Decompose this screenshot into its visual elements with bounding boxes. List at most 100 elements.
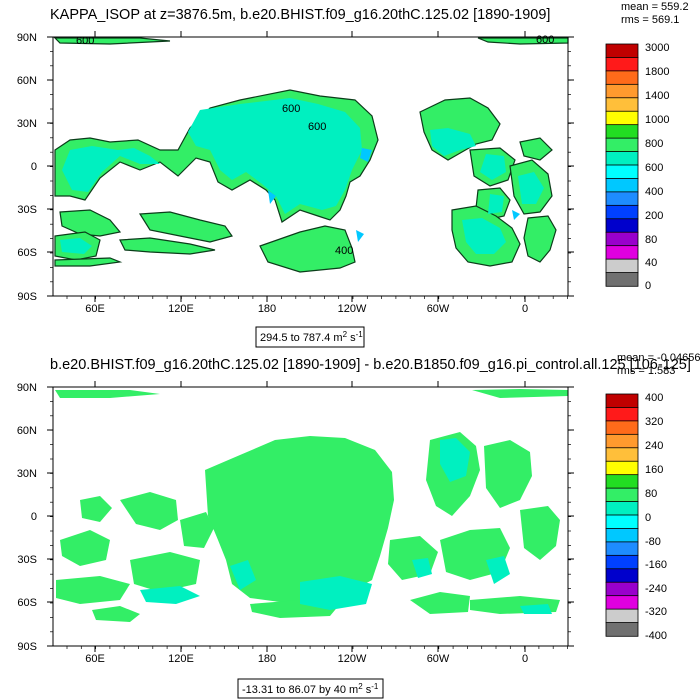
contour-label: 600 (308, 121, 326, 133)
colorbar-swatch (605, 70, 639, 86)
colorbar-swatch (605, 474, 639, 489)
colorbar-swatch (605, 420, 639, 436)
x-tick-label: 60E (85, 653, 105, 665)
y-tick-label: 60N (17, 425, 37, 437)
colorbar-swatch (605, 568, 639, 583)
y-tick-label: 0 (31, 511, 37, 523)
y-tick-label: 60S (17, 247, 37, 259)
colorbar-swatch (605, 272, 639, 287)
panel2-colorbar-labels: 400 320 240 160 80 0 -80 -160 -240 -320 … (645, 392, 667, 642)
panel2-rms: rms = 1.583 (617, 365, 675, 377)
colorbar-swatch (605, 528, 639, 543)
panel2-y-axis-labels: 90N 60N 30N 0 30S 60S 90S (17, 382, 37, 653)
panel2-mean: mean = -0.04656 (617, 352, 700, 364)
panel1-tick-marks (47, 31, 574, 302)
y-tick-label: 30S (17, 204, 37, 216)
panel1-x-axis-labels: 60E 120E 180 120W 60W 0 (85, 303, 528, 315)
colorbar-swatch (605, 191, 639, 207)
colorbar-swatch (605, 110, 639, 126)
panel1-range-box: 294.5 to 787.4 m2 s-1 (255, 326, 365, 348)
colorbar-swatch (605, 258, 639, 274)
panel2-colorbar (605, 393, 639, 637)
x-tick-label: 120E (168, 303, 194, 315)
y-tick-label: 30N (17, 118, 37, 130)
x-tick-label: 0 (522, 653, 528, 665)
colorbar-label: 1400 (645, 90, 669, 102)
colorbar-label: -240 (645, 583, 667, 595)
colorbar-swatch (605, 124, 639, 139)
colorbar-swatch (605, 83, 639, 99)
panel1-range-label: 294.5 to 787.4 m2 s-1 (260, 330, 363, 344)
colorbar-label: 600 (645, 162, 663, 174)
colorbar-swatch (605, 460, 639, 476)
x-tick-label: 180 (258, 303, 276, 315)
contour-label: 600 (282, 103, 300, 115)
colorbar-label: -80 (645, 536, 661, 548)
x-tick-label: 120W (338, 303, 367, 315)
y-tick-label: 90S (17, 641, 37, 653)
map-panel-1: KAPPA_ISOP at z=3876.5m, b.e20.BHIST.f09… (17, 1, 689, 348)
y-tick-label: 90S (17, 291, 37, 303)
y-tick-label: 90N (17, 382, 37, 394)
colorbar-swatch (605, 447, 639, 462)
map-panel-2: b.e20.BHIST.f09_g16.20thC.125.02 [1890-1… (17, 352, 700, 699)
colorbar-label: -320 (645, 606, 667, 618)
y-tick-label: 90N (17, 32, 37, 44)
colorbar-label: 1000 (645, 114, 669, 126)
colorbar-swatch (605, 487, 639, 503)
colorbar-swatch (605, 204, 639, 220)
colorbar-label: 80 (645, 488, 657, 500)
panel1-land (54, 37, 569, 273)
panel1-title: KAPPA_ISOP at z=3876.5m, b.e20.BHIST.f09… (50, 7, 550, 23)
colorbar-swatch (605, 514, 639, 530)
colorbar-swatch (605, 151, 639, 166)
panel2-range-label: -13.31 to 86.07 by 40 m2 s-1 (242, 682, 379, 696)
colorbar-swatch (605, 622, 639, 637)
colorbar-swatch (605, 43, 639, 59)
panel1-contour-labels: 600 600 600 600 400 (76, 34, 554, 257)
colorbar-swatch (605, 218, 639, 233)
x-tick-label: 180 (258, 653, 276, 665)
panel2-tick-marks (47, 381, 574, 652)
y-tick-label: 0 (31, 161, 37, 173)
colorbar-label: 0 (645, 512, 651, 524)
colorbar-swatch (605, 541, 639, 557)
colorbar-label: 3000 (645, 42, 669, 54)
colorbar-label: -160 (645, 559, 667, 571)
colorbar-label: 0 (645, 280, 651, 292)
y-tick-label: 60N (17, 75, 37, 87)
colorbar-label: 1800 (645, 66, 669, 78)
panel2-land (55, 389, 568, 622)
colorbar-swatch (605, 608, 639, 624)
contour-label: 400 (335, 245, 353, 257)
panel1-mean: mean = 559.2 (621, 1, 689, 13)
x-tick-label: 60E (85, 303, 105, 315)
panel1-coastline-highlights (268, 148, 520, 242)
colorbar-swatch (605, 595, 639, 610)
colorbar-swatch (605, 245, 639, 260)
colorbar-swatch (605, 137, 639, 153)
y-tick-label: 30N (17, 468, 37, 480)
colorbar-label: 400 (645, 392, 663, 404)
y-tick-label: 60S (17, 597, 37, 609)
colorbar-label: 240 (645, 440, 663, 452)
colorbar-swatch (605, 554, 639, 570)
contour-label: 600 (536, 34, 554, 46)
colorbar-swatch (605, 178, 639, 193)
colorbar-swatch (605, 393, 639, 409)
x-tick-label: 60W (427, 303, 450, 315)
y-tick-label: 30S (17, 554, 37, 566)
colorbar-label: 320 (645, 416, 663, 428)
colorbar-label: 160 (645, 464, 663, 476)
colorbar-swatch (605, 581, 639, 597)
panel1-rms: rms = 569.1 (621, 14, 679, 26)
colorbar-swatch (605, 433, 639, 449)
colorbar-label: 80 (645, 234, 657, 246)
x-tick-label: 0 (522, 303, 528, 315)
colorbar-swatch (605, 164, 639, 180)
colorbar-label: -400 (645, 630, 667, 642)
colorbar-label: 800 (645, 138, 663, 150)
panel1-y-axis-labels: 90N 60N 30N 0 30S 60S 90S (17, 32, 37, 303)
panel2-range-box: -13.31 to 86.07 by 40 m2 s-1 (237, 678, 384, 699)
